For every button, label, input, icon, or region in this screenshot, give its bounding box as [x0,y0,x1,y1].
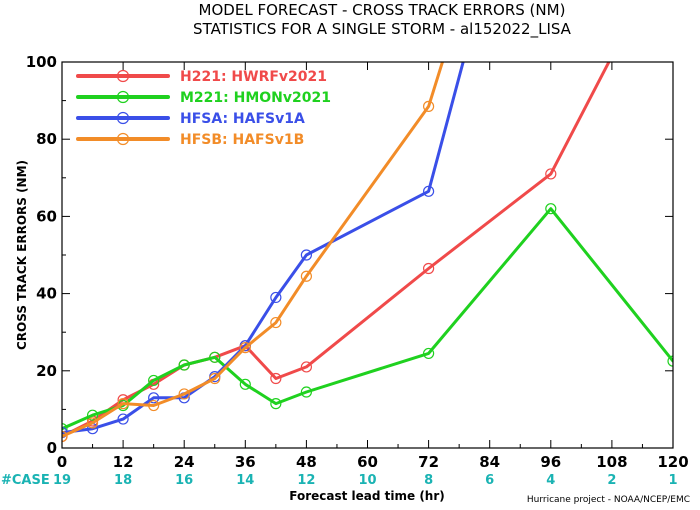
case-count: 19 [53,473,71,488]
axis-group: 0191218241636144812601072884696410821201… [26,53,689,488]
y-tick-label: 80 [36,130,57,148]
data-point-HFSB [239,342,251,354]
legend-label-H221: H221: HWRFv2021 [180,69,327,85]
data-point-HFSB [86,417,99,429]
x-tick-label: 84 [479,453,500,471]
y-tick-label: 20 [36,362,57,380]
data-point-HFSA [148,392,160,404]
legend-label-HFSB: HFSB: HAFSv1B [180,132,304,148]
data-point-M221 [86,409,99,421]
x-tick-label: 108 [596,453,627,471]
data-point-HFSB [178,388,190,400]
data-point-M221 [423,347,435,360]
x-tick-label: 48 [296,453,317,471]
y-tick-label: 100 [26,53,57,71]
y-tick-label: 0 [47,439,57,457]
data-point-HFSA [270,291,282,304]
case-count: 4 [546,473,555,488]
legend-label-HFSA: HFSA: HAFSv1A [180,111,305,127]
x-tick-label: 36 [235,453,256,471]
chart-title-line2: STATISTICS FOR A SINGLE STORM - al152022… [193,20,572,39]
data-point-M221 [62,423,68,435]
data-point-HFSA [423,185,435,197]
legend-marker-HFSA [116,111,130,125]
x-tick-label: 12 [113,453,134,471]
data-point-M221 [300,386,312,398]
legend-marker-HFSB [116,132,130,146]
x-tick-label: 0 [57,453,67,471]
series-line-HFSB [62,62,445,438]
data-point-M221 [545,203,557,215]
data-point-HFSB [209,372,221,385]
data-point-M221 [178,359,190,371]
case-count: 16 [175,473,193,488]
data-point-M221 [209,351,221,363]
case-label: #CASE [1,473,50,488]
x-axis-label: Forecast lead time (hr) [289,489,445,503]
x-tick-label: 60 [357,453,378,471]
legend-marker-M221 [116,90,130,104]
data-point-H221 [423,262,435,275]
x-tick-label: 120 [657,453,688,471]
data-point-H221 [270,372,282,385]
case-count: 2 [607,473,616,488]
case-count: 18 [114,473,132,488]
y-tick-label: 40 [36,285,57,303]
chart-title-line1: MODEL FORECAST - CROSS TRACK ERRORS (NM) [199,1,566,19]
y-axis-label: CROSS TRACK ERRORS (NM) [15,160,29,350]
x-tick-label: 96 [540,453,561,471]
case-count: 1 [668,473,677,488]
data-point-M221 [270,398,282,410]
data-point-HFSB [423,100,435,112]
data-point-H221 [545,168,557,180]
case-count: 6 [485,473,494,488]
credit-text: Hurricane project - NOAA/NCEP/EMC [527,495,690,505]
data-point-HFSB [148,399,160,412]
series-group [62,62,673,443]
data-point-HFSB [62,430,68,443]
x-tick-label: 24 [174,453,195,471]
case-count: 8 [424,473,433,488]
case-count: 10 [358,473,376,488]
case-count: 12 [297,473,315,488]
data-point-HFSA [117,413,129,425]
data-point-HFSB [117,398,129,410]
data-point-HFSB [270,316,282,329]
legend: H221: HWRFv2021 M221: HMONv2021 HFSA: HAFS… [76,69,331,148]
data-point-HFSB [300,270,312,282]
data-point-M221 [148,374,160,387]
data-point-H221 [300,361,312,373]
legend-label-M221: M221: HMONv2021 [180,90,331,106]
data-point-HFSA [300,249,312,261]
case-count: 14 [236,473,254,488]
y-tick-label: 60 [36,207,57,225]
legend-marker-H221 [116,69,130,83]
data-point-M221 [239,378,251,390]
x-tick-label: 72 [418,453,439,471]
data-point-M221 [667,355,673,367]
